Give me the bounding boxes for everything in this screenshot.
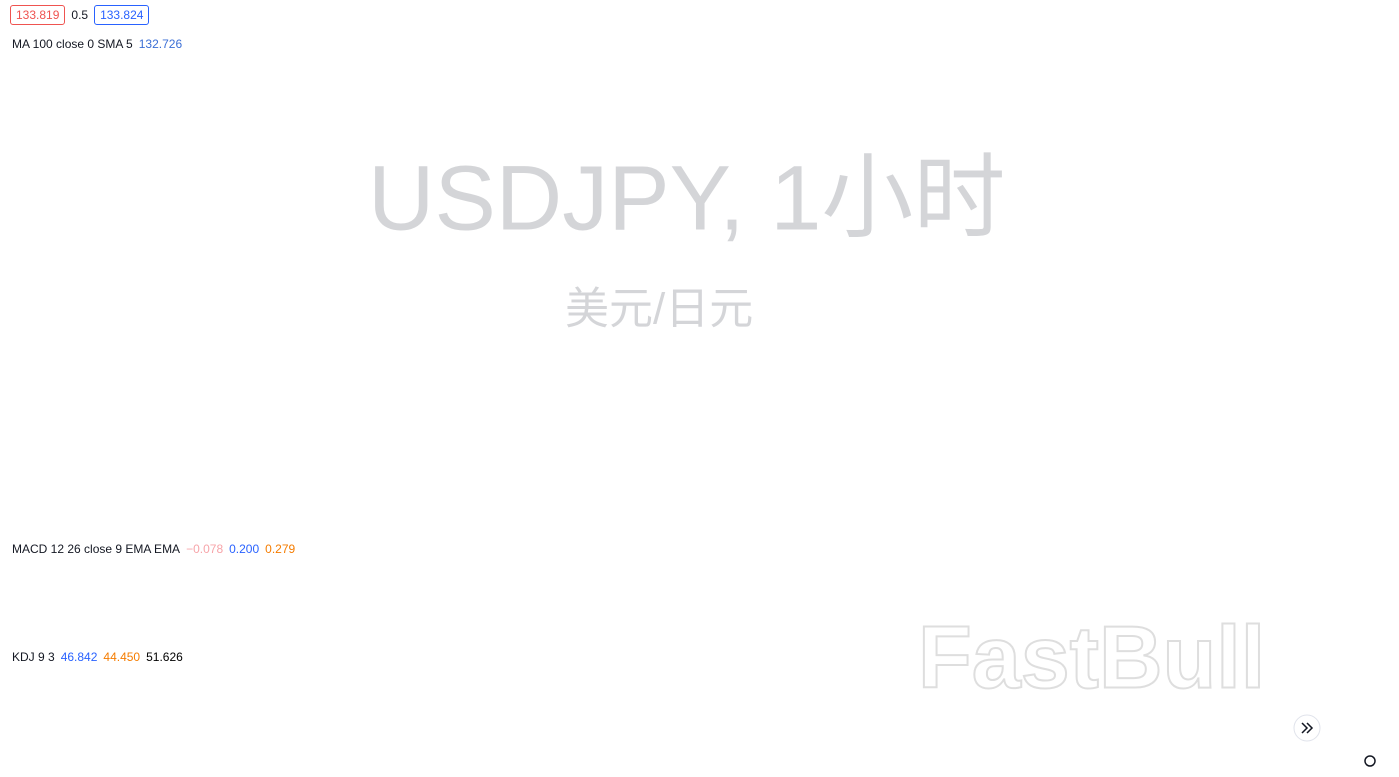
ma-title: MA 100 close 0 SMA 5	[12, 37, 133, 51]
kdj-k-value: 46.842	[60, 650, 98, 664]
spread: 0.5	[71, 8, 89, 22]
buy-button[interactable]: 133.824	[94, 5, 150, 25]
ma-legend: MA 100 close 0 SMA 5 132.726	[12, 37, 182, 51]
macd-legend: MACD 12 26 close 9 EMA EMA −0.078 0.200 …	[12, 542, 295, 556]
watermark: USDJPY, 1小时 美元/日元 FastBull	[368, 147, 1266, 707]
watermark-symbol: USDJPY, 1小时	[368, 147, 1005, 249]
macd-title: MACD 12 26 close 9 EMA EMA	[12, 542, 181, 556]
watermark-name: 美元/日元	[565, 285, 753, 334]
kdj-title: KDJ 9 3	[12, 650, 55, 664]
settings-icon[interactable]	[1364, 755, 1376, 767]
macd-signal-value: 0.279	[265, 542, 296, 556]
scroll-icon	[1301, 722, 1314, 734]
sell-button[interactable]: 133.819	[10, 5, 66, 25]
kdj-d-value: 44.450	[103, 650, 141, 664]
toolbar: 133.819 0.5 133.824	[10, 5, 150, 25]
watermark-brand: FastBull	[918, 607, 1265, 706]
macd-hist-value: −0.078	[186, 542, 224, 556]
kdj-j-value: 51.626	[146, 650, 183, 664]
ma-value: 132.726	[138, 37, 183, 51]
macd-value: 0.200	[229, 542, 260, 556]
kdj-legend: KDJ 9 3 46.842 44.450 51.626	[8, 648, 187, 666]
